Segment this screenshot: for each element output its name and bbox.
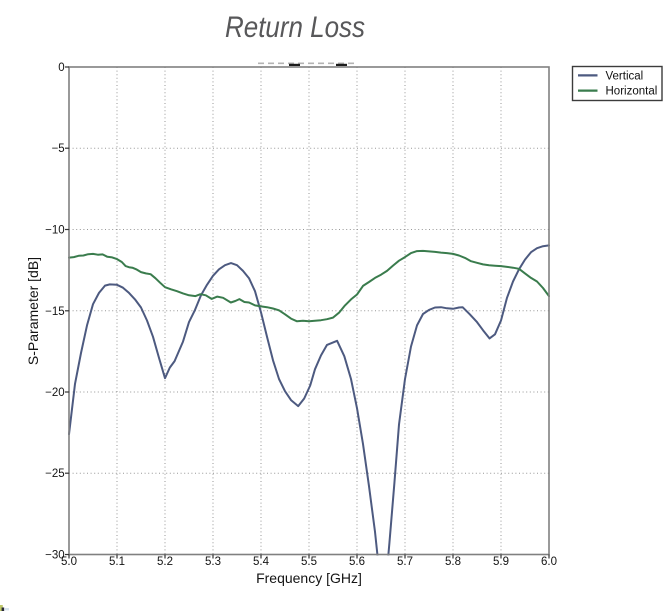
svg-text:5.8: 5.8 xyxy=(445,556,461,568)
svg-text:5.7: 5.7 xyxy=(397,556,413,568)
svg-text:5.6: 5.6 xyxy=(349,556,365,568)
svg-text:6.0: 6.0 xyxy=(541,556,557,568)
svg-text:5.3: 5.3 xyxy=(205,556,221,568)
svg-text:5.5: 5.5 xyxy=(301,556,317,568)
svg-text:−20: −20 xyxy=(45,387,65,399)
svg-text:5.1: 5.1 xyxy=(109,556,125,568)
svg-text:0: 0 xyxy=(58,62,64,74)
svg-text:Frequency [GHz]: Frequency [GHz] xyxy=(256,570,362,586)
svg-text:Vertical: Vertical xyxy=(606,70,644,82)
svg-text:Return Loss: Return Loss xyxy=(225,11,365,44)
svg-text:−10: −10 xyxy=(45,225,65,237)
svg-text:5.9: 5.9 xyxy=(493,556,509,568)
svg-text:−5: −5 xyxy=(52,143,65,155)
svg-text:Horizontal: Horizontal xyxy=(606,86,658,98)
svg-text:−15: −15 xyxy=(45,306,65,318)
svg-text:5.0: 5.0 xyxy=(61,556,77,568)
svg-text:−30: −30 xyxy=(45,550,65,562)
svg-text:−25: −25 xyxy=(45,468,65,480)
svg-text:5.2: 5.2 xyxy=(157,556,173,568)
svg-text:S-Parameter [dB]: S-Parameter [dB] xyxy=(25,257,41,365)
svg-text:5.4: 5.4 xyxy=(253,556,270,568)
